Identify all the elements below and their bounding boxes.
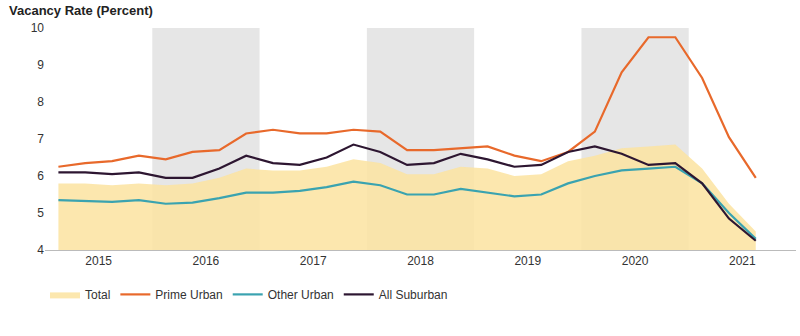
svg-text:Total: Total <box>85 288 110 302</box>
svg-text:6: 6 <box>37 169 44 183</box>
svg-text:All Suburban: All Suburban <box>379 288 448 302</box>
svg-text:9: 9 <box>37 58 44 72</box>
svg-text:10: 10 <box>31 21 45 35</box>
svg-text:2020: 2020 <box>622 254 649 268</box>
svg-text:7: 7 <box>37 132 44 146</box>
svg-text:2021: 2021 <box>729 254 756 268</box>
svg-text:Prime Urban: Prime Urban <box>155 288 222 302</box>
svg-text:2016: 2016 <box>193 254 220 268</box>
svg-text:2019: 2019 <box>514 254 541 268</box>
svg-text:2015: 2015 <box>85 254 112 268</box>
svg-text:Vacancy Rate (Percent): Vacancy Rate (Percent) <box>9 3 153 18</box>
svg-text:2017: 2017 <box>300 254 327 268</box>
svg-text:5: 5 <box>37 206 44 220</box>
svg-text:4: 4 <box>37 243 44 257</box>
svg-text:8: 8 <box>37 95 44 109</box>
svg-text:2018: 2018 <box>407 254 434 268</box>
svg-text:Other Urban: Other Urban <box>268 288 334 302</box>
